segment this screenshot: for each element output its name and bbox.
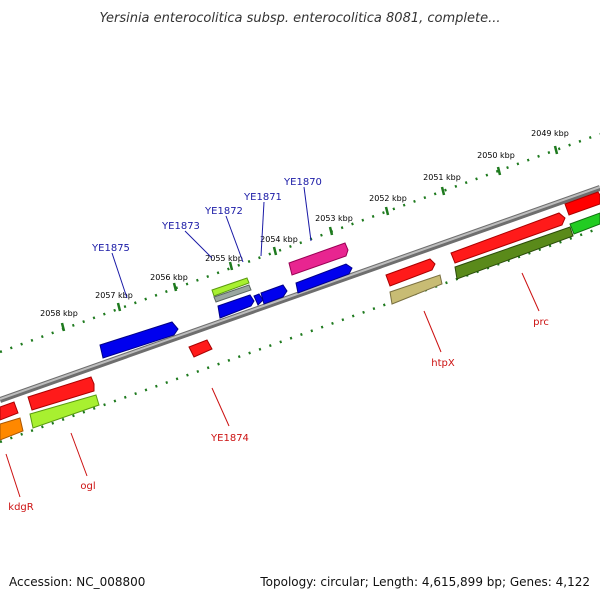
gene-feature-red-ye1874[interactable] xyxy=(188,339,213,358)
gene-feature-blue-right[interactable] xyxy=(295,263,353,294)
gene-label-ye1875[interactable]: YE1875 xyxy=(91,243,130,254)
gene-label-ye1873[interactable]: YE1873 xyxy=(161,221,200,232)
gene-label-ye1871[interactable]: YE1871 xyxy=(243,192,282,203)
gene-feature-red-htpx[interactable] xyxy=(385,258,436,287)
accession-text: Accession: NC_008800 xyxy=(9,575,145,589)
gene-label-prc[interactable]: prc xyxy=(533,317,549,328)
bottom-gene-labels: prc htpX YE1874 ogl kdgR xyxy=(8,317,549,513)
gene-label-htpx[interactable]: htpX xyxy=(431,358,455,369)
gene-feature-red-farleft[interactable] xyxy=(0,401,19,421)
gene-feature-blue-large[interactable] xyxy=(99,321,179,359)
tick-label-2056: 2056 kbp xyxy=(150,273,188,282)
forward-strand-features xyxy=(0,191,600,421)
gene-feature-grey-small[interactable] xyxy=(213,284,252,303)
reverse-strand-features xyxy=(0,212,600,441)
gene-label-ye1872[interactable]: YE1872 xyxy=(204,206,243,217)
gene-label-ye1870[interactable]: YE1870 xyxy=(283,177,322,188)
tick-label-2055: 2055 kbp xyxy=(205,254,243,263)
gene-feature-blue-middle-right[interactable] xyxy=(260,284,288,305)
gene-label-ogl[interactable]: ogl xyxy=(80,481,95,492)
gene-feature-green-right[interactable] xyxy=(569,212,600,235)
gene-label-ye1874[interactable]: YE1874 xyxy=(210,433,249,444)
gene-label-kdgr[interactable]: kdgR xyxy=(8,502,33,513)
tick-label-2050: 2050 kbp xyxy=(477,151,515,160)
gene-feature-khaki[interactable] xyxy=(389,274,443,305)
top-gene-labels: YE1870 YE1871 YE1872 YE1873 YE1875 xyxy=(91,177,322,254)
tick-label-2057: 2057 kbp xyxy=(95,291,133,300)
tick-label-2058: 2058 kbp xyxy=(40,309,78,318)
gene-feature-olive[interactable] xyxy=(454,226,574,280)
gene-feature-lightgreen-ogl[interactable] xyxy=(29,394,100,429)
top-label-leaders xyxy=(111,186,312,299)
tick-label-2049: 2049 kbp xyxy=(531,129,569,138)
gene-feature-blue-middle[interactable] xyxy=(217,294,255,319)
tick-label-2054: 2054 kbp xyxy=(260,235,298,244)
gene-feature-red-left[interactable] xyxy=(27,376,95,411)
gene-feature-lightgreen-small[interactable] xyxy=(211,277,250,297)
gene-feature-orange-kdgr[interactable] xyxy=(0,417,24,441)
tick-label-2051: 2051 kbp xyxy=(423,173,461,182)
kbp-major-ticks xyxy=(60,145,559,332)
genome-summary-text: Topology: circular; Length: 4,615,899 bp… xyxy=(259,575,590,589)
kbp-tick-labels: 2049 kbp 2050 kbp 2051 kbp 2052 kbp 2053… xyxy=(40,129,569,318)
gene-feature-red-topright[interactable] xyxy=(564,191,600,216)
tick-label-2053: 2053 kbp xyxy=(315,214,353,223)
bottom-label-leaders xyxy=(5,272,540,498)
upper-tick-ring xyxy=(0,132,600,354)
gene-feature-red-large[interactable] xyxy=(450,212,566,264)
tick-label-2052: 2052 kbp xyxy=(369,194,407,203)
gene-feature-magenta[interactable] xyxy=(288,242,349,276)
map-title: Yersinia enterocolitica subsp. enterocol… xyxy=(99,11,500,26)
backbone-highlight xyxy=(0,186,600,400)
